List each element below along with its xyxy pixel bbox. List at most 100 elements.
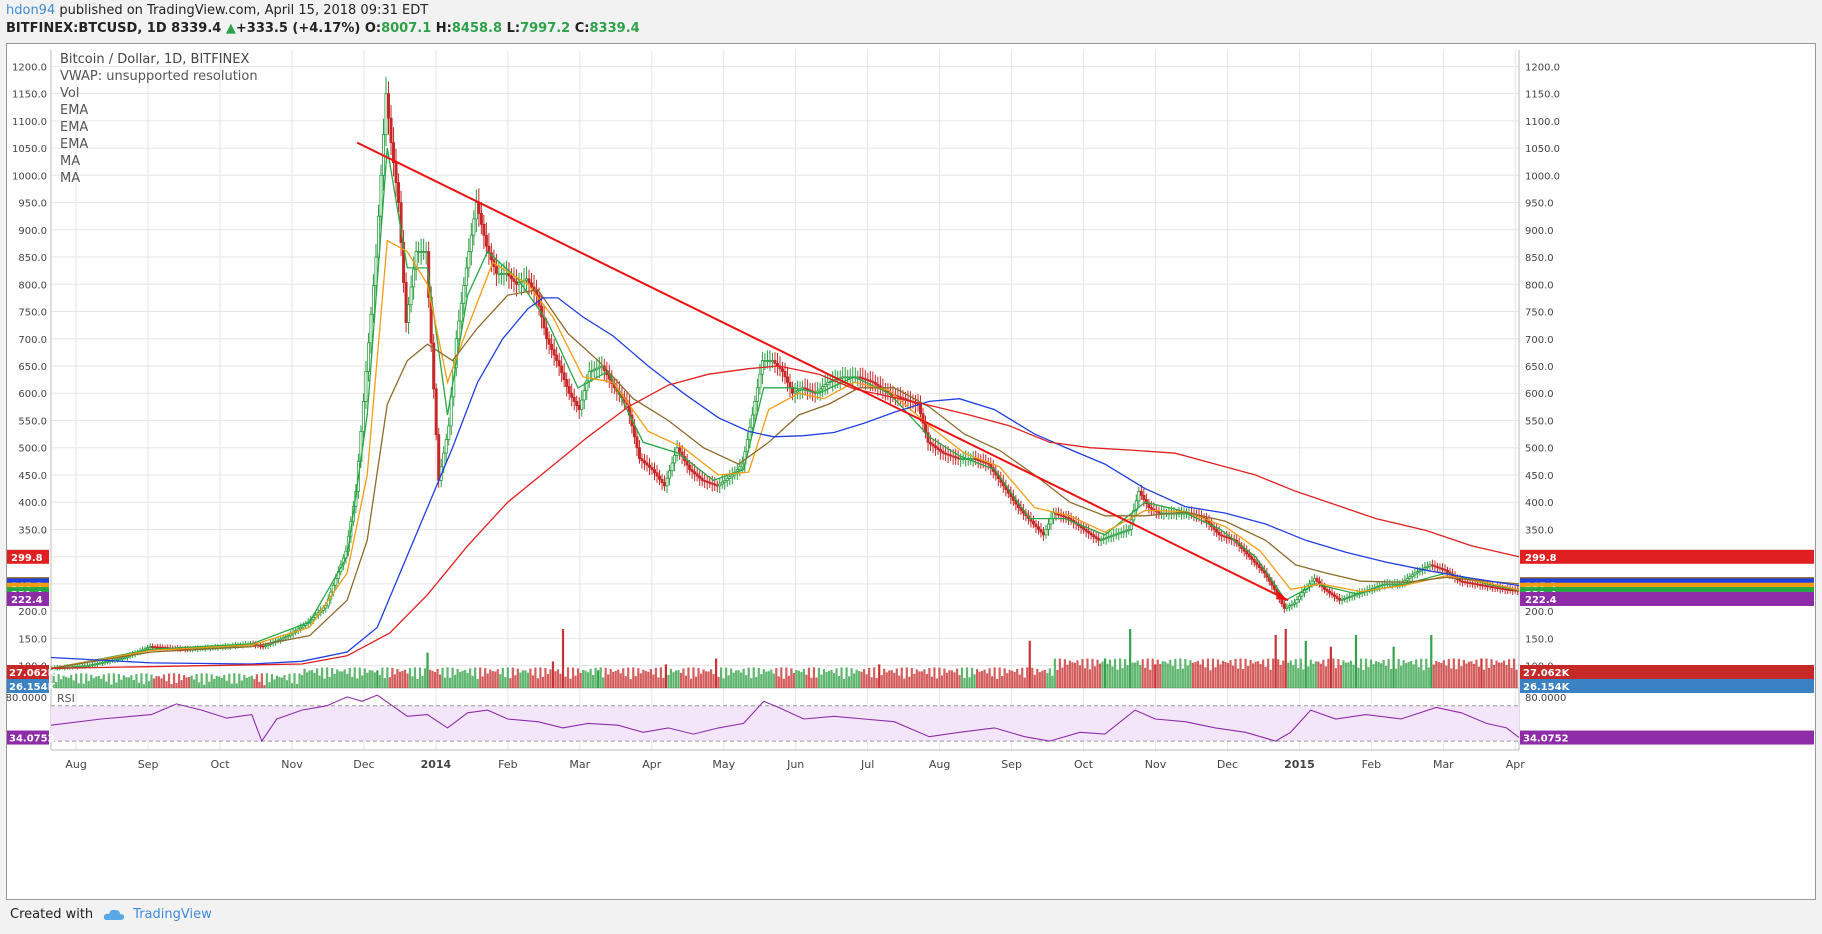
- volume-bar: [1091, 658, 1094, 688]
- y-tick-label-left: 600.0: [18, 389, 47, 400]
- volume-bar: [401, 671, 404, 688]
- volume-bar: [865, 674, 868, 688]
- candle-body: [1057, 513, 1061, 516]
- volume-bar: [943, 668, 946, 688]
- candle-body: [1046, 523, 1050, 530]
- volume-bar: [657, 677, 660, 688]
- volume-bar: [1186, 665, 1189, 688]
- volume-bar: [426, 652, 429, 688]
- volume-bar: [456, 668, 459, 688]
- volume-bar: [1239, 658, 1242, 688]
- candle-body: [389, 117, 393, 144]
- volume-bar: [760, 674, 763, 688]
- candle-body: [1433, 565, 1437, 568]
- volume-bar: [549, 669, 552, 688]
- volume-bar: [1093, 666, 1097, 688]
- price-label-left-text: 222.4: [11, 595, 43, 606]
- price-label-right-text: 222.4: [1525, 595, 1557, 606]
- volume-bar: [132, 679, 136, 688]
- volume-bar: [298, 673, 301, 688]
- candle-body: [1215, 529, 1219, 533]
- volume-bar: [305, 672, 309, 688]
- candle-body: [1335, 596, 1339, 599]
- candle-body: [414, 251, 418, 270]
- volume-bar: [117, 673, 120, 688]
- volume-bar: [97, 675, 100, 688]
- volume-bar: [1103, 658, 1107, 688]
- volume-bar: [388, 677, 391, 688]
- candle-body: [422, 251, 426, 253]
- candle-body: [474, 202, 478, 220]
- candle-body: [971, 458, 975, 461]
- volume-bar: [885, 672, 888, 688]
- candle-body: [575, 401, 579, 406]
- candle-body: [1119, 531, 1123, 534]
- volume-bar: [348, 667, 351, 688]
- volume-bar: [770, 669, 773, 688]
- volume-bar: [193, 679, 196, 688]
- volume-bar: [905, 667, 908, 688]
- volume-bar: [521, 670, 524, 688]
- rsi-tick-left: 80.0000: [7, 693, 47, 704]
- volume-bar: [1357, 667, 1360, 688]
- candle-body: [1260, 567, 1264, 571]
- volume-bar: [185, 677, 188, 688]
- candle-body: [1345, 597, 1349, 599]
- candle-body: [1418, 569, 1422, 573]
- candle-body: [1099, 539, 1103, 541]
- x-tick-label: Sep: [138, 758, 159, 771]
- volume-bar: [785, 667, 788, 688]
- y-tick-label-right: 650.0: [1525, 362, 1554, 373]
- candle-body: [105, 660, 109, 663]
- volume-bar: [1332, 658, 1335, 688]
- price-chart[interactable]: Aug Sep Oct Nov Dec 2014 Feb Mar Apr May Jun Jul Aug…: [7, 44, 1815, 899]
- volume-bar: [514, 675, 517, 688]
- volume-bar: [662, 677, 665, 688]
- volume-bar: [248, 676, 251, 688]
- candle-body: [984, 461, 988, 464]
- volume-bar: [290, 683, 294, 688]
- candle-body: [1393, 583, 1397, 586]
- volume-bar: [637, 668, 640, 688]
- candle-body: [1157, 511, 1161, 514]
- candle-body: [1087, 530, 1091, 534]
- candle-body: [1340, 598, 1344, 601]
- candle-body: [1227, 537, 1231, 540]
- candle-body: [379, 174, 383, 217]
- candle-body: [866, 379, 870, 382]
- candle-body: [1498, 587, 1502, 590]
- volume-bar: [1018, 674, 1021, 688]
- volume-bar: [1126, 665, 1129, 688]
- volume-bar: [1021, 667, 1024, 688]
- volume-bar: [1189, 660, 1192, 688]
- chart-panel[interactable]: Aug Sep Oct Nov Dec 2014 Feb Mar Apr May Jun Jul Aug…: [6, 43, 1816, 900]
- candle-body: [1067, 517, 1071, 520]
- y-tick-label-right: 900.0: [1525, 226, 1554, 237]
- volume-bar: [1179, 658, 1182, 688]
- volume-bar: [842, 679, 846, 688]
- y-tick-label-right: 200.0: [1525, 607, 1554, 618]
- volume-bar: [172, 673, 176, 688]
- volume-bar: [177, 673, 181, 688]
- volume-bar: [1061, 667, 1064, 688]
- candle-body: [444, 439, 448, 454]
- candle-body: [1122, 530, 1126, 533]
- candle-body: [1461, 580, 1465, 583]
- author-link[interactable]: hdon94: [6, 3, 56, 18]
- volume-bar: [1166, 663, 1169, 688]
- candle-body: [407, 304, 411, 323]
- rsi-value-right: [1520, 730, 1814, 745]
- volume-bar: [1312, 663, 1315, 688]
- volume-bar: [647, 671, 650, 688]
- volume-bar: [893, 672, 896, 688]
- volume-bar: [792, 673, 795, 688]
- volume-bar: [308, 670, 311, 688]
- tradingview-link[interactable]: TradingView: [133, 907, 212, 922]
- x-tick-label: Apr: [1506, 758, 1526, 771]
- volume-bar: [1354, 634, 1358, 688]
- volume-bar: [321, 667, 324, 688]
- volume-bar: [953, 672, 956, 688]
- volume-bar: [1249, 659, 1252, 688]
- volume-bar: [745, 675, 748, 688]
- y-tick-label-right: 950.0: [1525, 199, 1554, 210]
